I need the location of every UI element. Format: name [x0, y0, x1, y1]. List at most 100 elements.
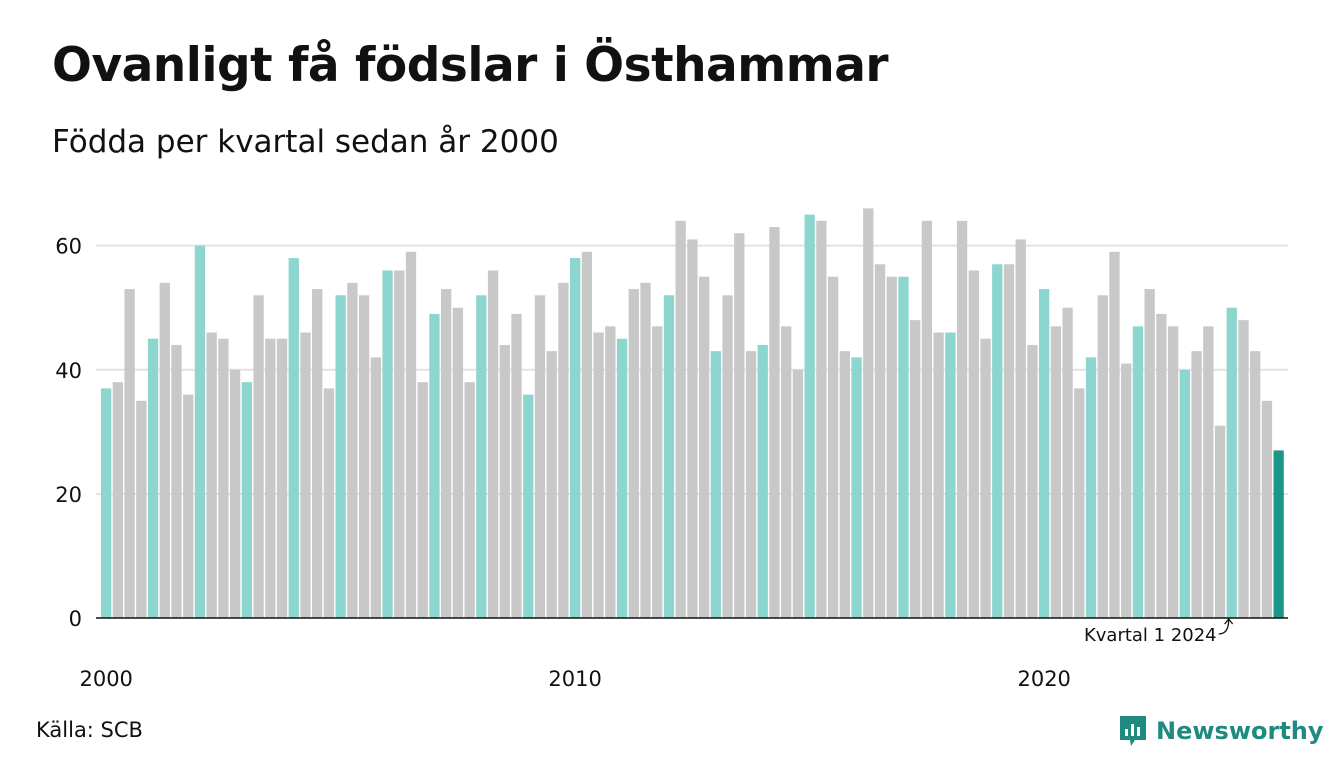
bar — [722, 295, 733, 618]
bar — [323, 388, 335, 618]
bar — [1179, 369, 1190, 618]
bar — [792, 369, 804, 618]
bar — [546, 351, 557, 618]
bar — [933, 332, 944, 618]
annotation: Kvartal 1 2024 — [1084, 617, 1234, 646]
bar — [675, 220, 686, 618]
brand-logo[interactable]: Newsworthy — [1118, 714, 1324, 748]
bar — [1191, 351, 1202, 618]
y-tick-label: 0 — [69, 607, 82, 631]
bar — [523, 394, 534, 618]
bar — [358, 295, 370, 618]
x-tick-label: 2000 — [79, 667, 132, 691]
bar — [616, 338, 628, 618]
bar — [734, 233, 745, 619]
bar — [1085, 357, 1097, 618]
x-tick-label: 2010 — [548, 667, 601, 691]
bar — [194, 245, 206, 618]
bar — [417, 382, 428, 618]
bar — [1132, 326, 1144, 618]
bar — [757, 344, 768, 618]
bar — [956, 220, 968, 618]
bar — [1062, 307, 1073, 618]
bar — [218, 338, 229, 618]
bar — [581, 251, 593, 618]
bar — [781, 326, 792, 618]
bar — [288, 258, 299, 618]
source-note: Källa: SCB — [36, 718, 143, 742]
bar — [1039, 289, 1050, 618]
bar — [1238, 320, 1249, 618]
bar — [534, 295, 546, 618]
bar — [710, 351, 721, 618]
bar — [487, 270, 499, 618]
bar — [511, 313, 522, 618]
bar — [394, 270, 405, 618]
bar — [183, 394, 194, 618]
bar — [687, 239, 698, 618]
bar — [593, 332, 604, 618]
bar — [1226, 307, 1237, 618]
bar — [816, 220, 827, 618]
annotation-arrowhead — [1224, 617, 1234, 625]
bar — [347, 282, 358, 618]
bar — [1214, 425, 1226, 618]
bar — [839, 351, 850, 618]
bar — [863, 208, 874, 618]
bar — [1015, 239, 1026, 618]
bar — [1156, 313, 1167, 618]
bar — [745, 351, 757, 618]
bar — [1261, 400, 1273, 618]
bar — [229, 369, 241, 618]
annotation-label: Kvartal 1 2024 — [1084, 625, 1217, 646]
bar — [992, 264, 1003, 618]
bar — [1144, 289, 1155, 618]
bar — [945, 332, 956, 618]
bar — [1027, 344, 1038, 618]
bar — [1203, 326, 1214, 618]
bar — [628, 289, 639, 618]
bar — [968, 270, 979, 618]
bar — [112, 382, 124, 618]
bar — [335, 295, 346, 618]
bar — [1074, 388, 1085, 618]
bar — [1003, 264, 1015, 618]
newsworthy-logo-icon — [1120, 716, 1146, 746]
bar — [171, 344, 182, 618]
y-tick-label: 40 — [55, 359, 82, 383]
bar — [253, 295, 264, 618]
bar — [1097, 295, 1108, 618]
bar — [452, 307, 464, 618]
bar — [663, 295, 675, 618]
bar — [241, 382, 252, 618]
bar — [886, 276, 897, 618]
bar — [276, 338, 288, 618]
bar-chart: 0 20 40 60 2000 2010 2020 Kvartal 1 2024 — [55, 208, 1288, 691]
y-axis-ticks: 0 20 40 60 — [55, 235, 82, 631]
bar — [698, 276, 710, 618]
bar — [382, 270, 393, 618]
bar — [441, 289, 452, 618]
y-tick-label: 60 — [55, 235, 82, 259]
bar — [206, 332, 217, 618]
bar — [499, 344, 510, 618]
bar — [652, 326, 663, 618]
bar — [980, 338, 991, 618]
bar — [476, 295, 487, 618]
bar — [874, 264, 886, 618]
x-tick-label: 2020 — [1017, 667, 1070, 691]
bar — [804, 214, 815, 618]
bar — [300, 332, 311, 618]
annotation-arrow — [1218, 619, 1230, 635]
bar — [827, 276, 839, 618]
bar — [851, 357, 862, 618]
bar — [265, 338, 276, 618]
brand-name: Newsworthy — [1156, 717, 1324, 745]
bar — [1273, 450, 1284, 618]
bar — [464, 382, 475, 618]
bar — [124, 289, 135, 618]
bar — [1050, 326, 1062, 618]
bar — [898, 276, 909, 618]
bar — [921, 220, 933, 618]
bar — [570, 258, 581, 618]
